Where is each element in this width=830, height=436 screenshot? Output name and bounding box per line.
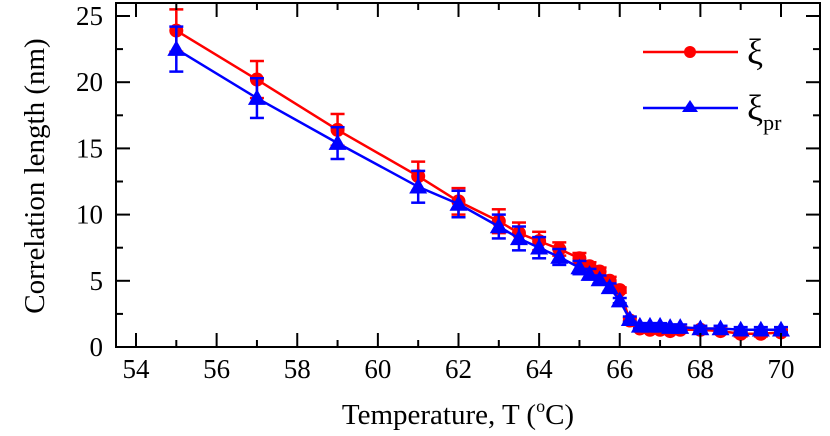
data-point-triangle [711,319,730,336]
series-xi [169,8,788,341]
data-point-triangle [691,319,710,336]
data-point-triangle [449,195,468,211]
x-axis-ticks: 54 56 58 60 62 64 66 68 70 [123,3,795,384]
x-tick-label: 58 [284,354,311,384]
data-point-triangle [671,318,690,334]
legend-item-xi: ξ [643,32,763,72]
y-axis-ticks: 0 5 10 15 20 25 [76,1,820,362]
series-line [175,29,782,336]
plot-series [167,8,790,341]
y-tick-label: 15 [76,133,103,163]
series-xi-pr [167,25,790,337]
data-point-triangle [247,89,266,105]
y-tick-label: 0 [90,332,104,362]
data-point-triangle [328,134,347,150]
x-axis-title: Temperature, T (oC) [342,396,574,431]
data-point-triangle [530,238,549,255]
legend-marker-circle [684,46,696,58]
data-point-triangle [590,270,609,287]
data-point-triangle [509,229,528,246]
data-point-triangle [580,265,599,281]
legend-marker-triangle [682,100,698,112]
x-tick-label: 70 [768,354,795,384]
legend-label: ξ [747,32,763,72]
x-axis-title-degree: o [536,396,545,416]
x-tick-label: 64 [526,354,554,384]
y-tick-label: 25 [76,1,103,31]
legend-label: ξpr [747,88,782,135]
data-point-triangle [167,40,186,56]
data-point-triangle [550,247,569,264]
legend-item-xi-pr: ξpr [643,88,782,135]
x-tick-label: 62 [445,354,472,384]
y-tick-label: 5 [90,266,104,296]
data-point-triangle [409,177,428,194]
data-point-triangle [600,278,619,295]
series-line [175,48,781,332]
x-tick-label: 54 [123,354,151,384]
x-tick-label: 68 [687,354,714,384]
x-axis-title-tail: C) [545,399,574,431]
data-point-triangle [731,320,750,337]
x-tick-label: 66 [606,354,633,384]
y-tick-label: 10 [76,200,103,230]
data-point-triangle [570,258,589,275]
y-tick-label: 20 [76,67,103,97]
x-tick-label: 60 [364,354,391,384]
x-axis-title-main: Temperature, T ( [342,399,536,431]
data-point-triangle [489,217,508,234]
x-tick-label: 56 [203,354,230,384]
y-axis-title: Correlation length (nm) [19,38,51,313]
data-point-triangle [772,320,790,337]
data-point-triangle [751,320,770,337]
data-point-triangle [610,291,629,308]
plot-frame [115,2,821,348]
data-point-triangle [620,310,639,326]
legend: ξ ξpr [643,32,782,135]
